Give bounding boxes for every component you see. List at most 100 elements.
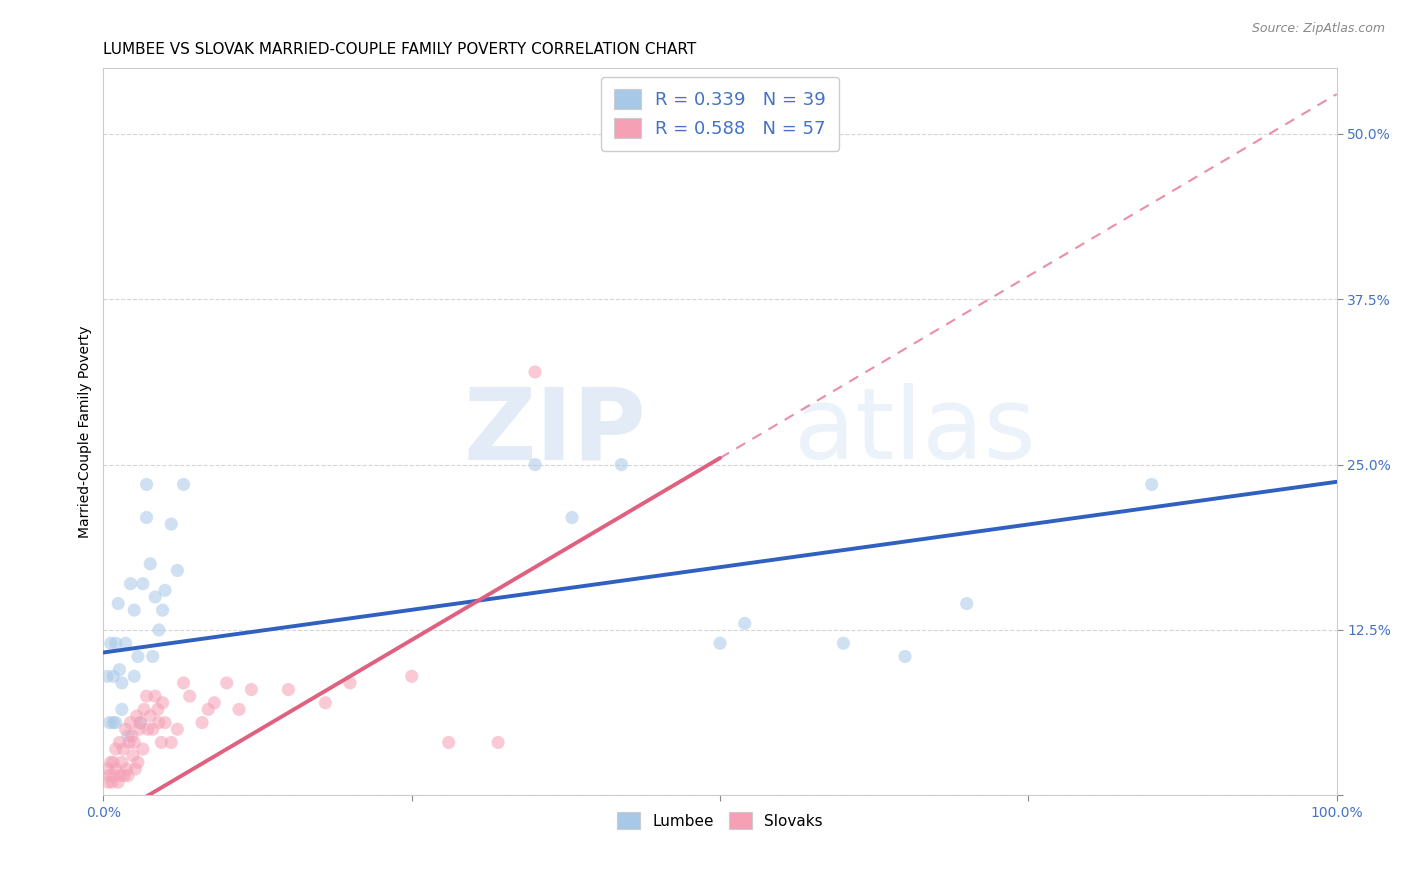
Text: LUMBEE VS SLOVAK MARRIED-COUPLE FAMILY POVERTY CORRELATION CHART: LUMBEE VS SLOVAK MARRIED-COUPLE FAMILY P… xyxy=(104,42,696,57)
Point xyxy=(132,702,155,716)
Point xyxy=(96,762,118,776)
Point xyxy=(524,458,547,472)
Point xyxy=(1140,477,1163,491)
Point xyxy=(129,715,152,730)
Text: ZIP: ZIP xyxy=(463,383,645,480)
Point xyxy=(136,723,159,737)
Point xyxy=(228,702,250,716)
Point xyxy=(148,715,170,730)
Point xyxy=(112,742,135,756)
Point xyxy=(142,649,165,664)
Point xyxy=(524,365,547,379)
Point xyxy=(122,669,145,683)
Point xyxy=(96,669,118,683)
Point xyxy=(142,723,165,737)
Point xyxy=(437,735,460,749)
Point xyxy=(122,603,145,617)
Point xyxy=(107,597,129,611)
Point xyxy=(108,735,131,749)
Point xyxy=(610,458,633,472)
Point xyxy=(118,735,141,749)
Point xyxy=(103,756,125,770)
Point xyxy=(129,715,152,730)
Point xyxy=(160,735,183,749)
Point xyxy=(240,682,263,697)
Point xyxy=(139,709,162,723)
Point xyxy=(152,696,174,710)
Point xyxy=(153,583,176,598)
Point xyxy=(127,756,149,770)
Point xyxy=(135,689,157,703)
Point xyxy=(486,735,509,749)
Point xyxy=(101,775,124,789)
Point xyxy=(277,682,299,697)
Point xyxy=(143,689,166,703)
Point xyxy=(114,636,136,650)
Point xyxy=(128,723,150,737)
Point xyxy=(132,576,155,591)
Point xyxy=(166,564,188,578)
Point xyxy=(98,715,121,730)
Point xyxy=(122,748,145,763)
Point xyxy=(150,735,173,749)
Point xyxy=(112,768,135,782)
Point xyxy=(104,762,127,776)
Point xyxy=(132,742,155,756)
Point xyxy=(153,715,176,730)
Point xyxy=(117,729,139,743)
Point xyxy=(104,715,127,730)
Point xyxy=(179,689,201,703)
Point xyxy=(401,669,423,683)
Point xyxy=(111,702,134,716)
Point xyxy=(111,676,134,690)
Point xyxy=(120,715,142,730)
Point xyxy=(148,623,170,637)
Point xyxy=(339,676,361,690)
Y-axis label: Married-Couple Family Poverty: Married-Couple Family Poverty xyxy=(79,326,93,538)
Point xyxy=(114,723,136,737)
Point xyxy=(111,756,134,770)
Point xyxy=(127,649,149,664)
Point xyxy=(734,616,756,631)
Point xyxy=(124,762,146,776)
Point xyxy=(135,477,157,491)
Point xyxy=(202,696,225,710)
Text: Source: ZipAtlas.com: Source: ZipAtlas.com xyxy=(1251,22,1385,36)
Point xyxy=(139,557,162,571)
Point xyxy=(125,709,148,723)
Point xyxy=(152,603,174,617)
Point xyxy=(561,510,583,524)
Point xyxy=(173,477,195,491)
Point xyxy=(832,636,855,650)
Point xyxy=(160,517,183,532)
Point xyxy=(100,756,122,770)
Point xyxy=(107,775,129,789)
Point xyxy=(103,768,125,782)
Point xyxy=(956,597,979,611)
Point xyxy=(115,762,138,776)
Point xyxy=(166,723,188,737)
Point xyxy=(110,768,132,782)
Point xyxy=(104,742,127,756)
Point xyxy=(135,510,157,524)
Point xyxy=(146,702,169,716)
Point xyxy=(314,696,336,710)
Point xyxy=(103,669,125,683)
Point xyxy=(117,768,139,782)
Point xyxy=(215,676,238,690)
Point xyxy=(173,676,195,690)
Point xyxy=(104,636,127,650)
Point xyxy=(108,663,131,677)
Point xyxy=(709,636,731,650)
Point xyxy=(143,590,166,604)
Point xyxy=(120,576,142,591)
Point xyxy=(100,636,122,650)
Point xyxy=(122,735,145,749)
Point xyxy=(103,715,125,730)
Point xyxy=(894,649,917,664)
Point xyxy=(97,775,120,789)
Point xyxy=(197,702,219,716)
Point xyxy=(98,768,121,782)
Point xyxy=(191,715,214,730)
Point xyxy=(121,729,143,743)
